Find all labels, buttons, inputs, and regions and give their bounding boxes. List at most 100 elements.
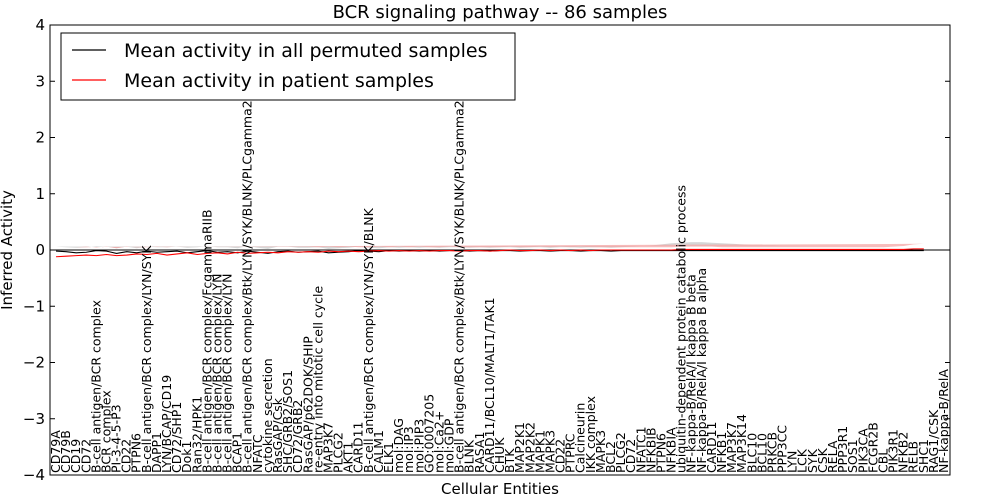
category-label: CD72/SHP1	[169, 402, 184, 473]
category-label: mol:DAG	[391, 418, 406, 473]
permuted-band	[56, 242, 924, 249]
category-label: MAPK3	[542, 430, 557, 473]
category-label: B-cell antigen/BCR complex/Btk/LYN/SYK/B…	[240, 100, 255, 473]
category-label: PIK3R1	[886, 429, 901, 473]
category-label: LYN	[785, 451, 800, 473]
category-label: MAP3K7	[724, 422, 739, 473]
category-label: PI-3-4-5-P3	[109, 404, 124, 473]
y-tick-label: 0	[35, 241, 45, 259]
category-label: PRKCB	[764, 432, 779, 473]
category-label: B-cell antigen/BCR complex/FcgammaRIIB	[199, 209, 214, 473]
chart-title: BCR signaling pathway -- 86 samples	[333, 2, 668, 23]
category-label: BTK	[502, 448, 517, 473]
category-label: CARD11	[704, 422, 719, 474]
category-label: CD22	[119, 439, 134, 473]
legend-box	[60, 32, 516, 101]
y-tick-label: 1	[35, 185, 45, 203]
category-label: MAP3K14	[734, 414, 749, 473]
category-label: B-cell antigen/BCR complex	[88, 300, 103, 473]
legend: Mean activity in all permuted samples Me…	[60, 32, 516, 101]
y-tick-label: −1	[23, 297, 45, 315]
category-label: CD79A	[48, 430, 63, 473]
category-label: PPP3R1	[835, 426, 850, 473]
category-label: NF-kappa-B/RelA/I kappa B alpha	[694, 268, 709, 473]
category-label: MAPK3	[593, 430, 608, 473]
category-label: CD72	[78, 439, 93, 473]
x-axis-label: Cellular Entities	[441, 480, 559, 498]
category-label: CALM1	[371, 430, 386, 473]
category-label: PIK3CA	[855, 428, 870, 473]
category-label: ubiquitin-dependent protein catabolic pr…	[674, 185, 689, 473]
category-label: CARD11	[351, 422, 366, 474]
category-label: PLCG2	[613, 432, 628, 473]
category-label: AKT1	[341, 442, 356, 473]
category-label: BCL2	[603, 441, 618, 473]
category-label: RASA1	[472, 432, 487, 473]
patient-mean-line	[55, 248, 924, 258]
y-axis: −4 −3 −2 −1 0 1 2 3 4	[23, 16, 950, 484]
category-label: B-cell antigen/BCR complex/LYN	[209, 274, 224, 474]
category-label: BLC10	[744, 433, 759, 473]
category-label: PLCG2	[331, 432, 346, 473]
y-tick-label: −3	[23, 410, 45, 428]
category-label: CD19	[68, 439, 83, 473]
category-label: CD22	[553, 439, 568, 473]
category-label: MAP2K1	[512, 422, 527, 473]
category-label: B-cell antigen/BCR complex/LYN	[220, 274, 235, 474]
y-tick-label: 4	[35, 16, 45, 34]
category-label: RasGAP/p62DOK/SHIP	[300, 336, 315, 473]
category-label: CHUK	[492, 437, 507, 473]
category-label: re-entry into mitotic cell cycle	[310, 285, 325, 473]
patient-band	[56, 243, 924, 249]
category-label: MAP2K2	[522, 422, 537, 473]
category-label: LYN/BCAP/CD19	[159, 375, 174, 473]
category-label: IKK complex	[583, 396, 598, 473]
category-label: NFATC1	[633, 426, 648, 473]
category-label: CD72	[623, 439, 638, 473]
category-label: MAP3K7	[320, 422, 335, 473]
category-label: NFKB2	[896, 432, 911, 473]
category-label: RELB	[906, 441, 921, 473]
category-label: NFATC	[250, 434, 265, 473]
category-label: CD72/GRB2	[290, 400, 305, 473]
category-label: Ran32/HPK1	[189, 396, 204, 473]
y-tick-label: −4	[23, 466, 45, 484]
category-label: NF-kappa-B/RelA/I kappa B beta	[684, 274, 699, 473]
category-label: cytokine secretion	[260, 358, 275, 473]
category-label: B-cell antigen/BCR complex/LYN/SYK/BLNK	[361, 207, 376, 473]
y-axis-label: Inferred Activity	[0, 190, 16, 310]
category-label: LCK	[795, 448, 810, 473]
category-label: B-cell antigen/BCR complex/LYN/SYK	[139, 245, 154, 473]
category-label: Dok1	[179, 441, 194, 473]
legend-label-permuted: Mean activity in all permuted samples	[124, 40, 487, 62]
category-label: RasGAP/Csk	[270, 397, 285, 473]
category-label: NFKBIB	[643, 427, 658, 473]
category-label: FCGR2B	[865, 422, 880, 473]
category-label: BLNK	[462, 439, 477, 473]
category-label: RAG1/CSK	[926, 409, 941, 473]
category-label: NFKBIA	[664, 427, 679, 473]
category-label: mol:Ca2+	[431, 411, 446, 473]
category-label: DAPP1	[149, 432, 164, 473]
y-tick-label: 2	[35, 129, 45, 147]
category-label: SHC/GRB2/SOS1	[280, 370, 295, 473]
legend-label-patient: Mean activity in patient samples	[124, 70, 434, 92]
category-label: mol:PIP3	[411, 419, 426, 473]
category-label: SOS1	[845, 439, 860, 473]
category-label: BCAP1	[230, 432, 245, 473]
category-label: mol:GDP	[442, 418, 457, 473]
y-tick-label: −2	[23, 354, 45, 372]
category-label: CARD11/BCL10/MALT1/TAK1	[482, 297, 497, 473]
category-label: BCR complex	[98, 390, 113, 473]
category-label: PTPN6	[653, 433, 668, 473]
category-label: SYK	[805, 448, 820, 473]
plot-area	[50, 242, 950, 258]
category-label: CSK	[815, 447, 830, 473]
category-label: CBL	[875, 449, 890, 473]
category-label: PTPRC	[563, 433, 578, 473]
category-label: RELA	[825, 440, 840, 473]
category-label: PTPN6	[129, 433, 144, 473]
